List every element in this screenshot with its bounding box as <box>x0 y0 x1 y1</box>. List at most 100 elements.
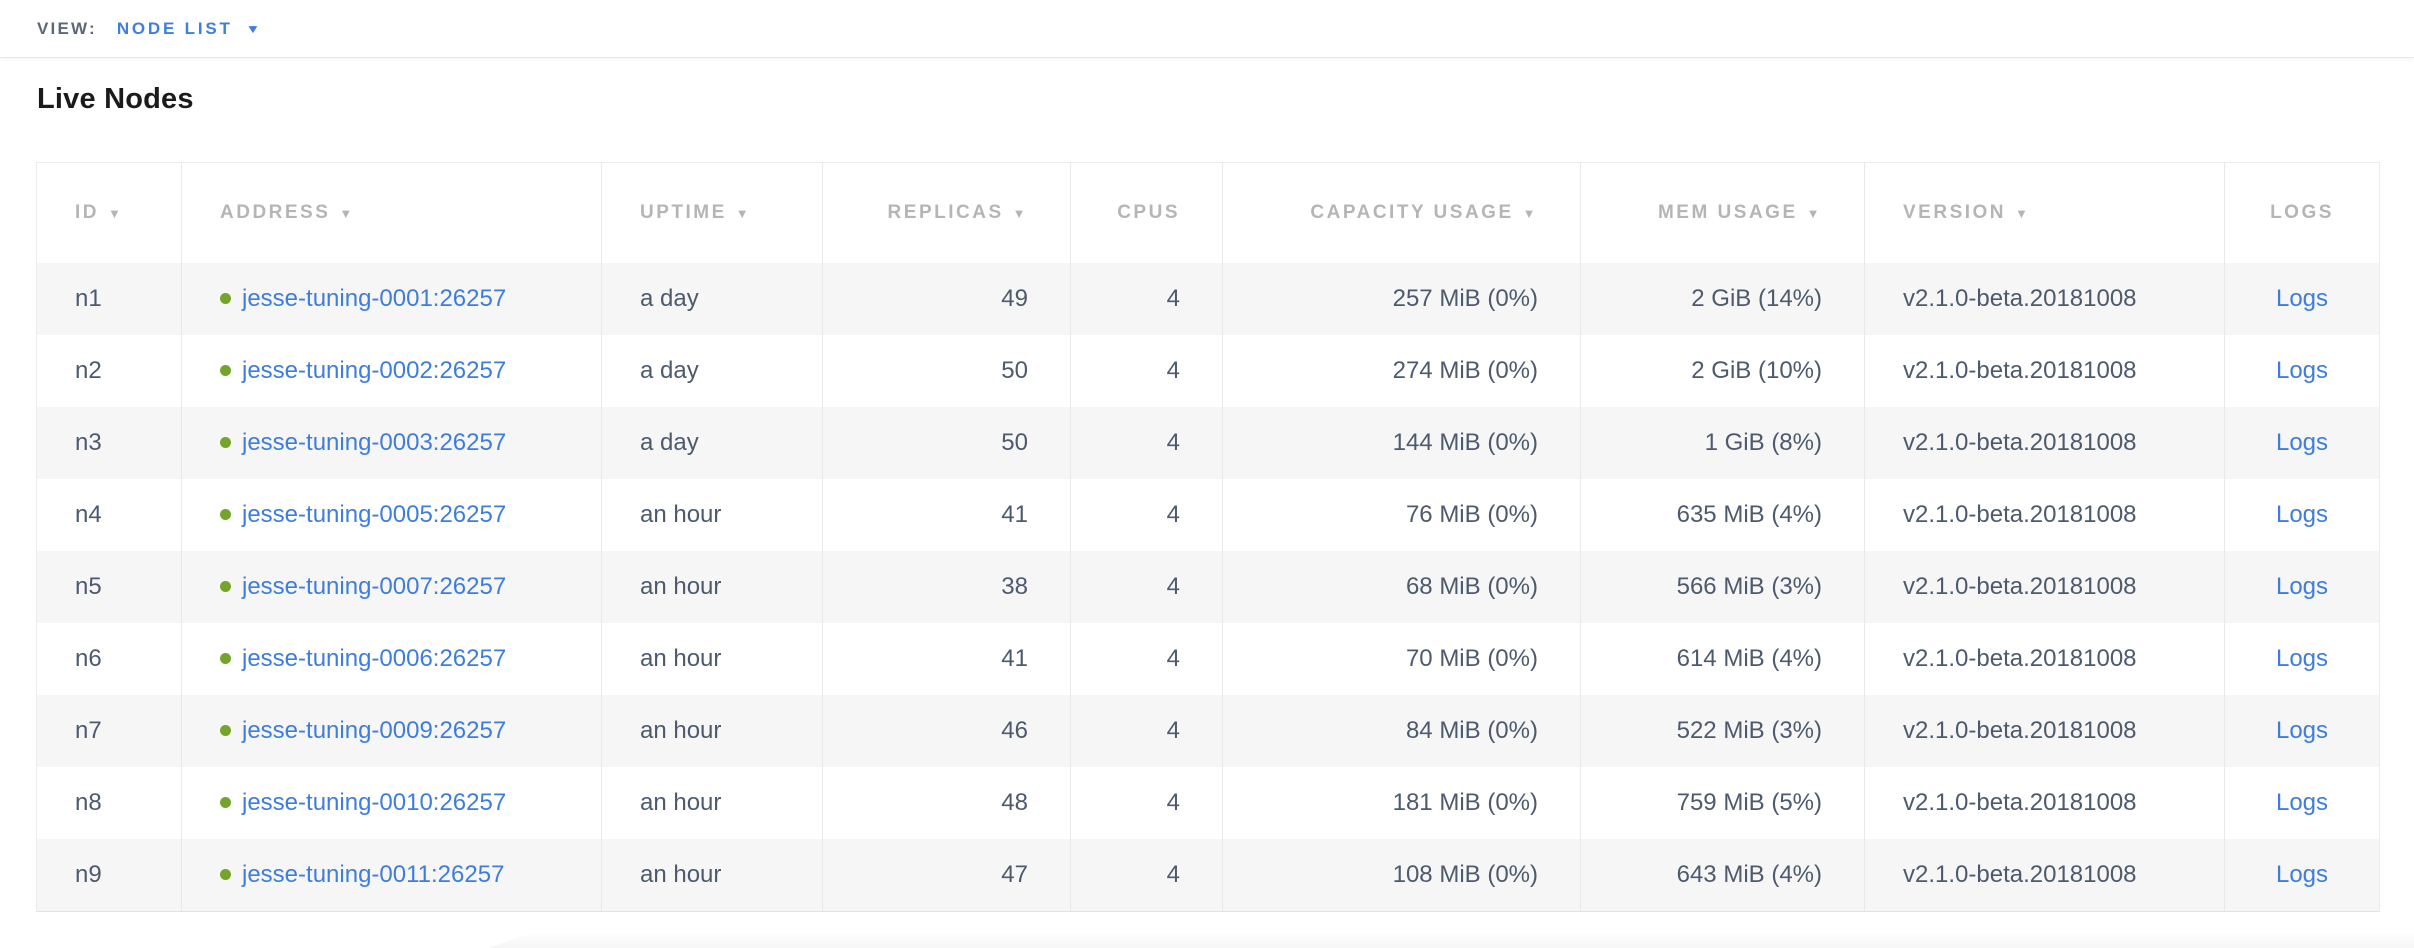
logs-link[interactable]: Logs <box>2275 789 2329 816</box>
node-address-link[interactable]: jesse-tuning-0010:26257 <box>242 789 507 816</box>
sort-desc-icon: ▼ <box>108 206 124 221</box>
cell-value: an hour <box>640 573 722 600</box>
cell-version: v2.1.0-beta.20181008 <box>1865 623 2225 695</box>
node-status-healthy-icon <box>220 653 231 664</box>
column-header-uptime[interactable]: UPTIME ▼ <box>602 163 823 263</box>
cell-value: 47 <box>1001 861 1028 888</box>
cell-value: 84 MiB (0%) <box>1405 717 1538 744</box>
cell-uptime: an hour <box>602 839 823 911</box>
table-row: n1 jesse-tuning-0001:26257 a day 49 4 257 MiB… <box>37 263 2379 335</box>
cell-uptime: an hour <box>602 551 823 623</box>
column-header-mem[interactable]: MEM USAGE ▼ <box>1581 163 1865 263</box>
column-header-capacity[interactable]: CAPACITY USAGE ▼ <box>1223 163 1581 263</box>
cell-value: 76 MiB (0%) <box>1405 501 1538 528</box>
view-selector-dropdown[interactable]: NODE LIST ▼ <box>117 19 261 39</box>
cell-replicas: 50 <box>823 335 1071 407</box>
cell-mem: 643 MiB (4%) <box>1581 839 1865 911</box>
cell-logs: Logs <box>2225 695 2379 767</box>
logs-link[interactable]: Logs <box>2275 285 2329 312</box>
cell-value: v2.1.0-beta.20181008 <box>1903 573 2137 600</box>
sort-desc-icon: ▼ <box>1806 206 1822 221</box>
node-address-link[interactable]: jesse-tuning-0002:26257 <box>242 357 507 384</box>
cell-address: jesse-tuning-0007:26257 <box>182 551 602 623</box>
cell-value: v2.1.0-beta.20181008 <box>1903 357 2137 384</box>
cell-cpus: 4 <box>1071 695 1223 767</box>
logs-link[interactable]: Logs <box>2275 717 2329 744</box>
cell-value: an hour <box>640 789 722 816</box>
cell-id: n4 <box>37 479 182 551</box>
column-header-version[interactable]: VERSION ▼ <box>1865 163 2225 263</box>
cell-logs: Logs <box>2225 767 2379 839</box>
cell-mem: 522 MiB (3%) <box>1581 695 1865 767</box>
caret-down-icon: ▼ <box>245 21 261 36</box>
cell-uptime: an hour <box>602 623 823 695</box>
cell-version: v2.1.0-beta.20181008 <box>1865 839 2225 911</box>
node-address-link[interactable]: jesse-tuning-0007:26257 <box>242 573 507 600</box>
table-header-row: ID ▼ ADDRESS ▼ UPTIME ▼ REPLICAS ▼ CPUS CAPACITY … <box>37 163 2379 263</box>
cell-replicas: 50 <box>823 407 1071 479</box>
cell-value: n2 <box>75 357 102 384</box>
logs-link[interactable]: Logs <box>2275 861 2329 888</box>
cell-version: v2.1.0-beta.20181008 <box>1865 335 2225 407</box>
cell-replicas: 41 <box>823 479 1071 551</box>
node-address-link[interactable]: jesse-tuning-0003:26257 <box>242 429 507 456</box>
column-header-label: CPUS <box>1117 202 1180 223</box>
cell-value: 4 <box>1166 861 1180 888</box>
cell-value: an hour <box>640 645 722 672</box>
cell-value: 41 <box>1001 501 1028 528</box>
node-address-link[interactable]: jesse-tuning-0006:26257 <box>242 645 507 672</box>
cell-value: n4 <box>75 501 102 528</box>
cell-id: n5 <box>37 551 182 623</box>
logs-link[interactable]: Logs <box>2275 573 2329 600</box>
node-address-link[interactable]: jesse-tuning-0011:26257 <box>242 861 505 888</box>
cell-value: 4 <box>1166 501 1180 528</box>
cell-value: 759 MiB (5%) <box>1676 789 1822 816</box>
node-address-link[interactable]: jesse-tuning-0001:26257 <box>242 285 507 312</box>
cell-address: jesse-tuning-0006:26257 <box>182 623 602 695</box>
table-body: n1 jesse-tuning-0001:26257 a day 49 4 257 MiB… <box>37 263 2379 911</box>
table-row: n7 jesse-tuning-0009:26257 an hour 46 4 84 Mi… <box>37 695 2379 767</box>
cell-version: v2.1.0-beta.20181008 <box>1865 479 2225 551</box>
column-header-id[interactable]: ID ▼ <box>37 163 182 263</box>
cell-value: n8 <box>75 789 102 816</box>
cell-capacity: 84 MiB (0%) <box>1223 695 1581 767</box>
cell-replicas: 38 <box>823 551 1071 623</box>
cell-logs: Logs <box>2225 839 2379 911</box>
column-header-address[interactable]: ADDRESS ▼ <box>182 163 602 263</box>
cell-value: n9 <box>75 861 102 888</box>
column-header-label: ADDRESS <box>220 202 331 223</box>
node-address-link[interactable]: jesse-tuning-0009:26257 <box>242 717 507 744</box>
cell-version: v2.1.0-beta.20181008 <box>1865 407 2225 479</box>
cell-value: an hour <box>640 861 722 888</box>
cell-cpus: 4 <box>1071 407 1223 479</box>
cell-cpus: 4 <box>1071 551 1223 623</box>
cell-value: v2.1.0-beta.20181008 <box>1903 501 2137 528</box>
cell-value: 614 MiB (4%) <box>1676 645 1822 672</box>
logs-link[interactable]: Logs <box>2275 429 2329 456</box>
cell-address: jesse-tuning-0011:26257 <box>182 839 602 911</box>
cell-capacity: 144 MiB (0%) <box>1223 407 1581 479</box>
cell-value: an hour <box>640 501 722 528</box>
cell-value: 181 MiB (0%) <box>1392 789 1538 816</box>
cell-value: 4 <box>1166 285 1180 312</box>
cell-value: v2.1.0-beta.20181008 <box>1903 645 2137 672</box>
cell-replicas: 49 <box>823 263 1071 335</box>
column-header-replicas[interactable]: REPLICAS ▼ <box>823 163 1071 263</box>
node-address-link[interactable]: jesse-tuning-0005:26257 <box>242 501 507 528</box>
cell-value: 70 MiB (0%) <box>1405 645 1538 672</box>
cell-capacity: 274 MiB (0%) <box>1223 335 1581 407</box>
cell-capacity: 76 MiB (0%) <box>1223 479 1581 551</box>
cell-value: v2.1.0-beta.20181008 <box>1903 717 2137 744</box>
cell-value: 1 GiB (8%) <box>1704 429 1822 456</box>
cell-value: 41 <box>1001 645 1028 672</box>
cell-id: n1 <box>37 263 182 335</box>
cell-value: 4 <box>1166 717 1180 744</box>
node-status-healthy-icon <box>220 725 231 736</box>
logs-link[interactable]: Logs <box>2275 645 2329 672</box>
logs-link[interactable]: Logs <box>2275 357 2329 384</box>
cell-value: a day <box>640 429 699 456</box>
logs-link[interactable]: Logs <box>2275 501 2329 528</box>
sort-desc-icon: ▼ <box>1522 206 1538 221</box>
column-header-label: CAPACITY USAGE <box>1310 202 1514 223</box>
cell-logs: Logs <box>2225 479 2379 551</box>
